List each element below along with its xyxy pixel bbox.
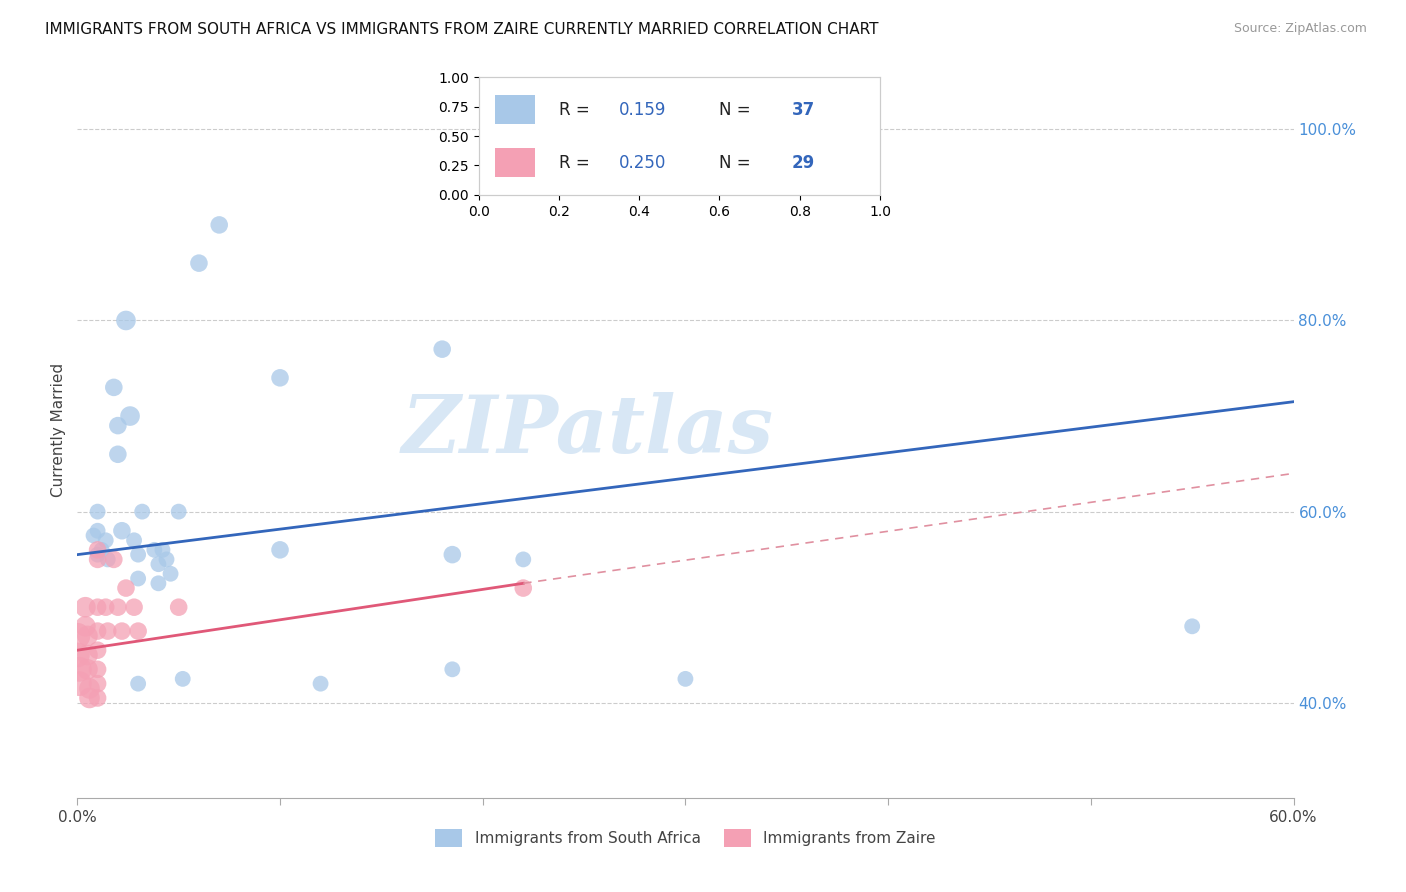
Point <box>143 542 166 557</box>
Point <box>83 528 105 542</box>
Point <box>86 643 108 657</box>
Point <box>76 629 98 643</box>
Point <box>148 557 170 572</box>
Text: IMMIGRANTS FROM SOUTH AFRICA VS IMMIGRANTS FROM ZAIRE CURRENTLY MARRIED CORRELAT: IMMIGRANTS FROM SOUTH AFRICA VS IMMIGRAN… <box>45 22 879 37</box>
Point <box>75 619 97 633</box>
Point <box>86 524 108 538</box>
Point <box>107 418 129 433</box>
Point <box>66 648 89 662</box>
Point <box>66 629 89 643</box>
Point <box>103 552 125 566</box>
Point <box>159 566 181 581</box>
Point <box>86 662 108 676</box>
Point <box>131 505 153 519</box>
Point <box>75 600 97 615</box>
Point <box>79 690 101 705</box>
Point <box>67 662 90 676</box>
Point <box>127 624 149 639</box>
Y-axis label: Currently Married: Currently Married <box>51 363 66 498</box>
Point <box>90 542 112 557</box>
Point <box>208 218 231 232</box>
Point <box>512 552 534 566</box>
Point <box>115 581 138 595</box>
Point <box>79 681 101 696</box>
Point <box>152 542 174 557</box>
Point <box>188 256 211 270</box>
Point <box>67 676 90 690</box>
Point <box>118 409 141 423</box>
Point <box>512 581 534 595</box>
Point <box>111 624 134 639</box>
Text: Source: ZipAtlas.com: Source: ZipAtlas.com <box>1233 22 1367 36</box>
Point <box>86 542 108 557</box>
Point <box>167 505 190 519</box>
Point <box>86 676 108 690</box>
Point <box>441 548 464 562</box>
Point <box>86 624 108 639</box>
Point <box>103 380 125 394</box>
Point <box>430 342 453 356</box>
Point <box>94 600 117 615</box>
Point <box>86 690 108 705</box>
Point <box>115 313 138 327</box>
Point <box>107 447 129 461</box>
Point <box>127 676 149 690</box>
Text: ZIPatlas: ZIPatlas <box>402 392 775 469</box>
Point <box>309 676 332 690</box>
Point <box>97 624 120 639</box>
Point <box>111 524 134 538</box>
Point <box>76 648 98 662</box>
Point <box>97 552 120 566</box>
Point <box>172 672 194 686</box>
Point <box>86 600 108 615</box>
Point <box>86 548 108 562</box>
Point <box>94 533 117 548</box>
Point <box>122 600 145 615</box>
Point <box>86 552 108 566</box>
Point <box>86 505 108 519</box>
Point <box>107 600 129 615</box>
Point <box>1181 619 1204 633</box>
Point <box>127 548 149 562</box>
Point <box>76 662 98 676</box>
Point <box>167 600 190 615</box>
Point <box>269 371 291 385</box>
Point <box>441 662 464 676</box>
Point <box>148 576 170 591</box>
Point <box>269 542 291 557</box>
Point <box>675 672 697 686</box>
Point <box>122 533 145 548</box>
Point <box>155 552 177 566</box>
Point <box>127 572 149 586</box>
Legend: Immigrants from South Africa, Immigrants from Zaire: Immigrants from South Africa, Immigrants… <box>429 822 942 854</box>
